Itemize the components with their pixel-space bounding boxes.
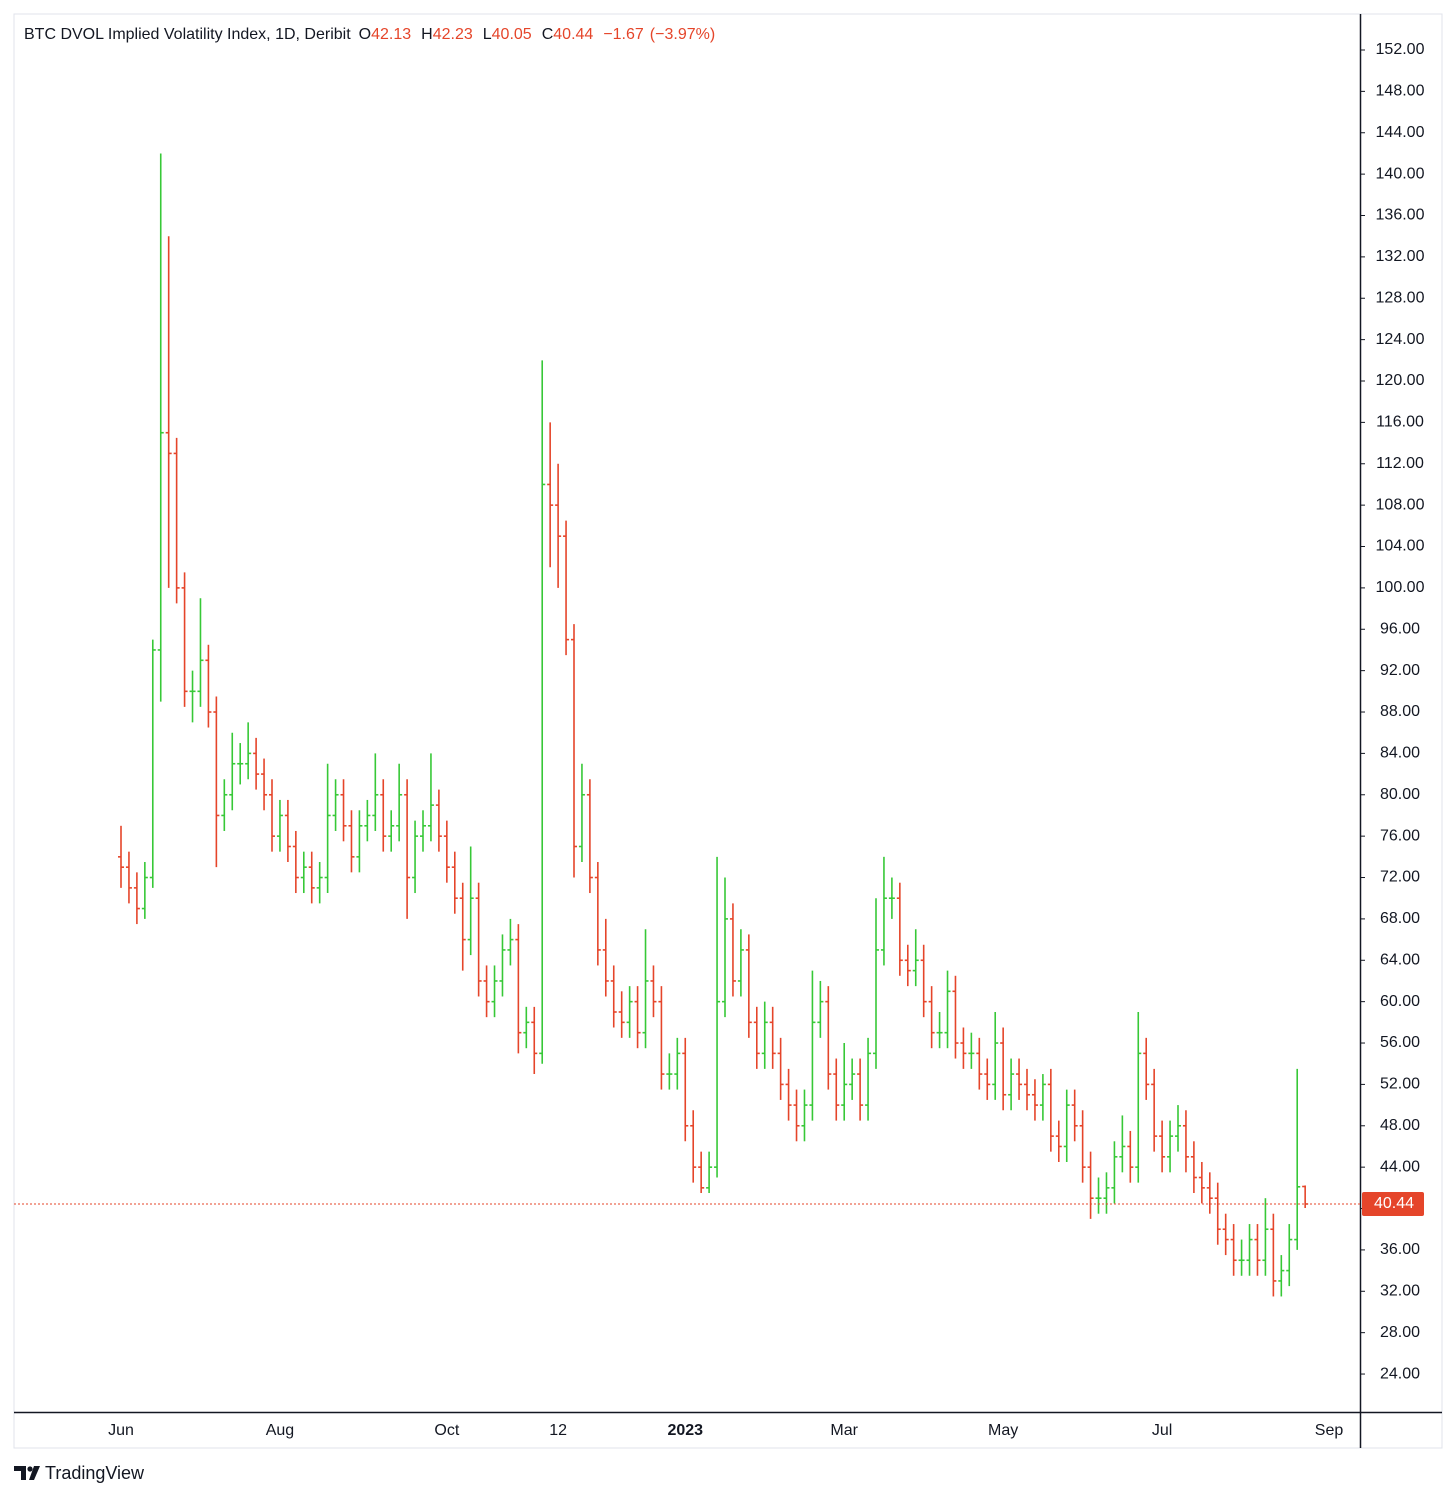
x-tick-label: 2023 [667, 1422, 703, 1439]
y-tick-label: 104.00 [1376, 538, 1425, 555]
y-tick-label: 68.00 [1380, 910, 1420, 927]
y-tick-label: 72.00 [1380, 869, 1420, 886]
y-tick-label: 88.00 [1380, 703, 1420, 720]
y-tick-label: 120.00 [1376, 372, 1425, 389]
y-tick-label: 124.00 [1376, 331, 1425, 348]
legend: BTC DVOL Implied Volatility Index, 1D, D… [24, 26, 715, 43]
x-tick-label: Oct [434, 1422, 459, 1439]
y-tick-label: 36.00 [1380, 1241, 1420, 1258]
close-value: 40.44 [553, 26, 593, 43]
y-tick-label: 148.00 [1376, 83, 1425, 100]
x-tick-label: Jul [1152, 1422, 1172, 1439]
y-tick-label: 84.00 [1380, 745, 1420, 762]
open-value: 42.13 [371, 26, 411, 43]
y-tick-label: 128.00 [1376, 289, 1425, 306]
y-tick-label: 96.00 [1380, 620, 1420, 637]
y-tick-label: 56.00 [1380, 1034, 1420, 1051]
change: −1.67 [603, 26, 644, 43]
x-tick-label: Mar [830, 1422, 858, 1439]
y-tick-label: 108.00 [1376, 496, 1425, 513]
y-tick-label: 92.00 [1380, 662, 1420, 679]
low-value: 40.05 [492, 26, 532, 43]
last-price-box [1362, 1191, 1424, 1216]
y-tick-label: 116.00 [1376, 414, 1424, 431]
y-tick-label: 132.00 [1376, 248, 1425, 265]
last-price-label: 40.44 [1374, 1195, 1414, 1212]
chart-frame [13, 13, 1443, 1449]
y-tick-label: 28.00 [1380, 1324, 1420, 1341]
y-tick-label: 144.00 [1376, 124, 1425, 141]
x-tick-label: 12 [549, 1422, 567, 1439]
close-letter: C [542, 26, 554, 43]
brand-logo [14, 1466, 40, 1480]
high-letter: H [421, 26, 433, 43]
y-tick-label: 32.00 [1380, 1283, 1420, 1300]
y-tick-label: 152.00 [1376, 41, 1425, 58]
y-tick-label: 140.00 [1376, 165, 1425, 182]
y-tick-label: 64.00 [1380, 951, 1420, 968]
y-tick-label: 44.00 [1380, 1158, 1420, 1175]
change-percent: (−3.97%) [650, 26, 715, 43]
x-tick-label: Aug [266, 1422, 294, 1439]
open-letter: O [359, 26, 371, 43]
high-value: 42.23 [433, 26, 473, 43]
y-tick-label: 60.00 [1380, 993, 1420, 1010]
y-tick-label: 52.00 [1380, 1076, 1420, 1093]
x-tick-label: May [988, 1422, 1018, 1439]
y-tick-label: 100.00 [1376, 579, 1425, 596]
low-letter: L [483, 26, 492, 43]
y-tick-label: 24.00 [1380, 1365, 1420, 1382]
y-tick-label: 76.00 [1380, 827, 1420, 844]
chart-title: BTC DVOL Implied Volatility Index, 1D, D… [24, 26, 351, 43]
brand-name: TradingView [45, 1463, 145, 1483]
x-tick-label: Jun [108, 1422, 134, 1439]
y-tick-label: 136.00 [1376, 207, 1425, 224]
x-tick-label: Sep [1315, 1422, 1344, 1439]
y-tick-label: 112.00 [1376, 455, 1424, 472]
y-tick-label: 48.00 [1380, 1117, 1420, 1134]
y-tick-label: 80.00 [1380, 786, 1420, 803]
